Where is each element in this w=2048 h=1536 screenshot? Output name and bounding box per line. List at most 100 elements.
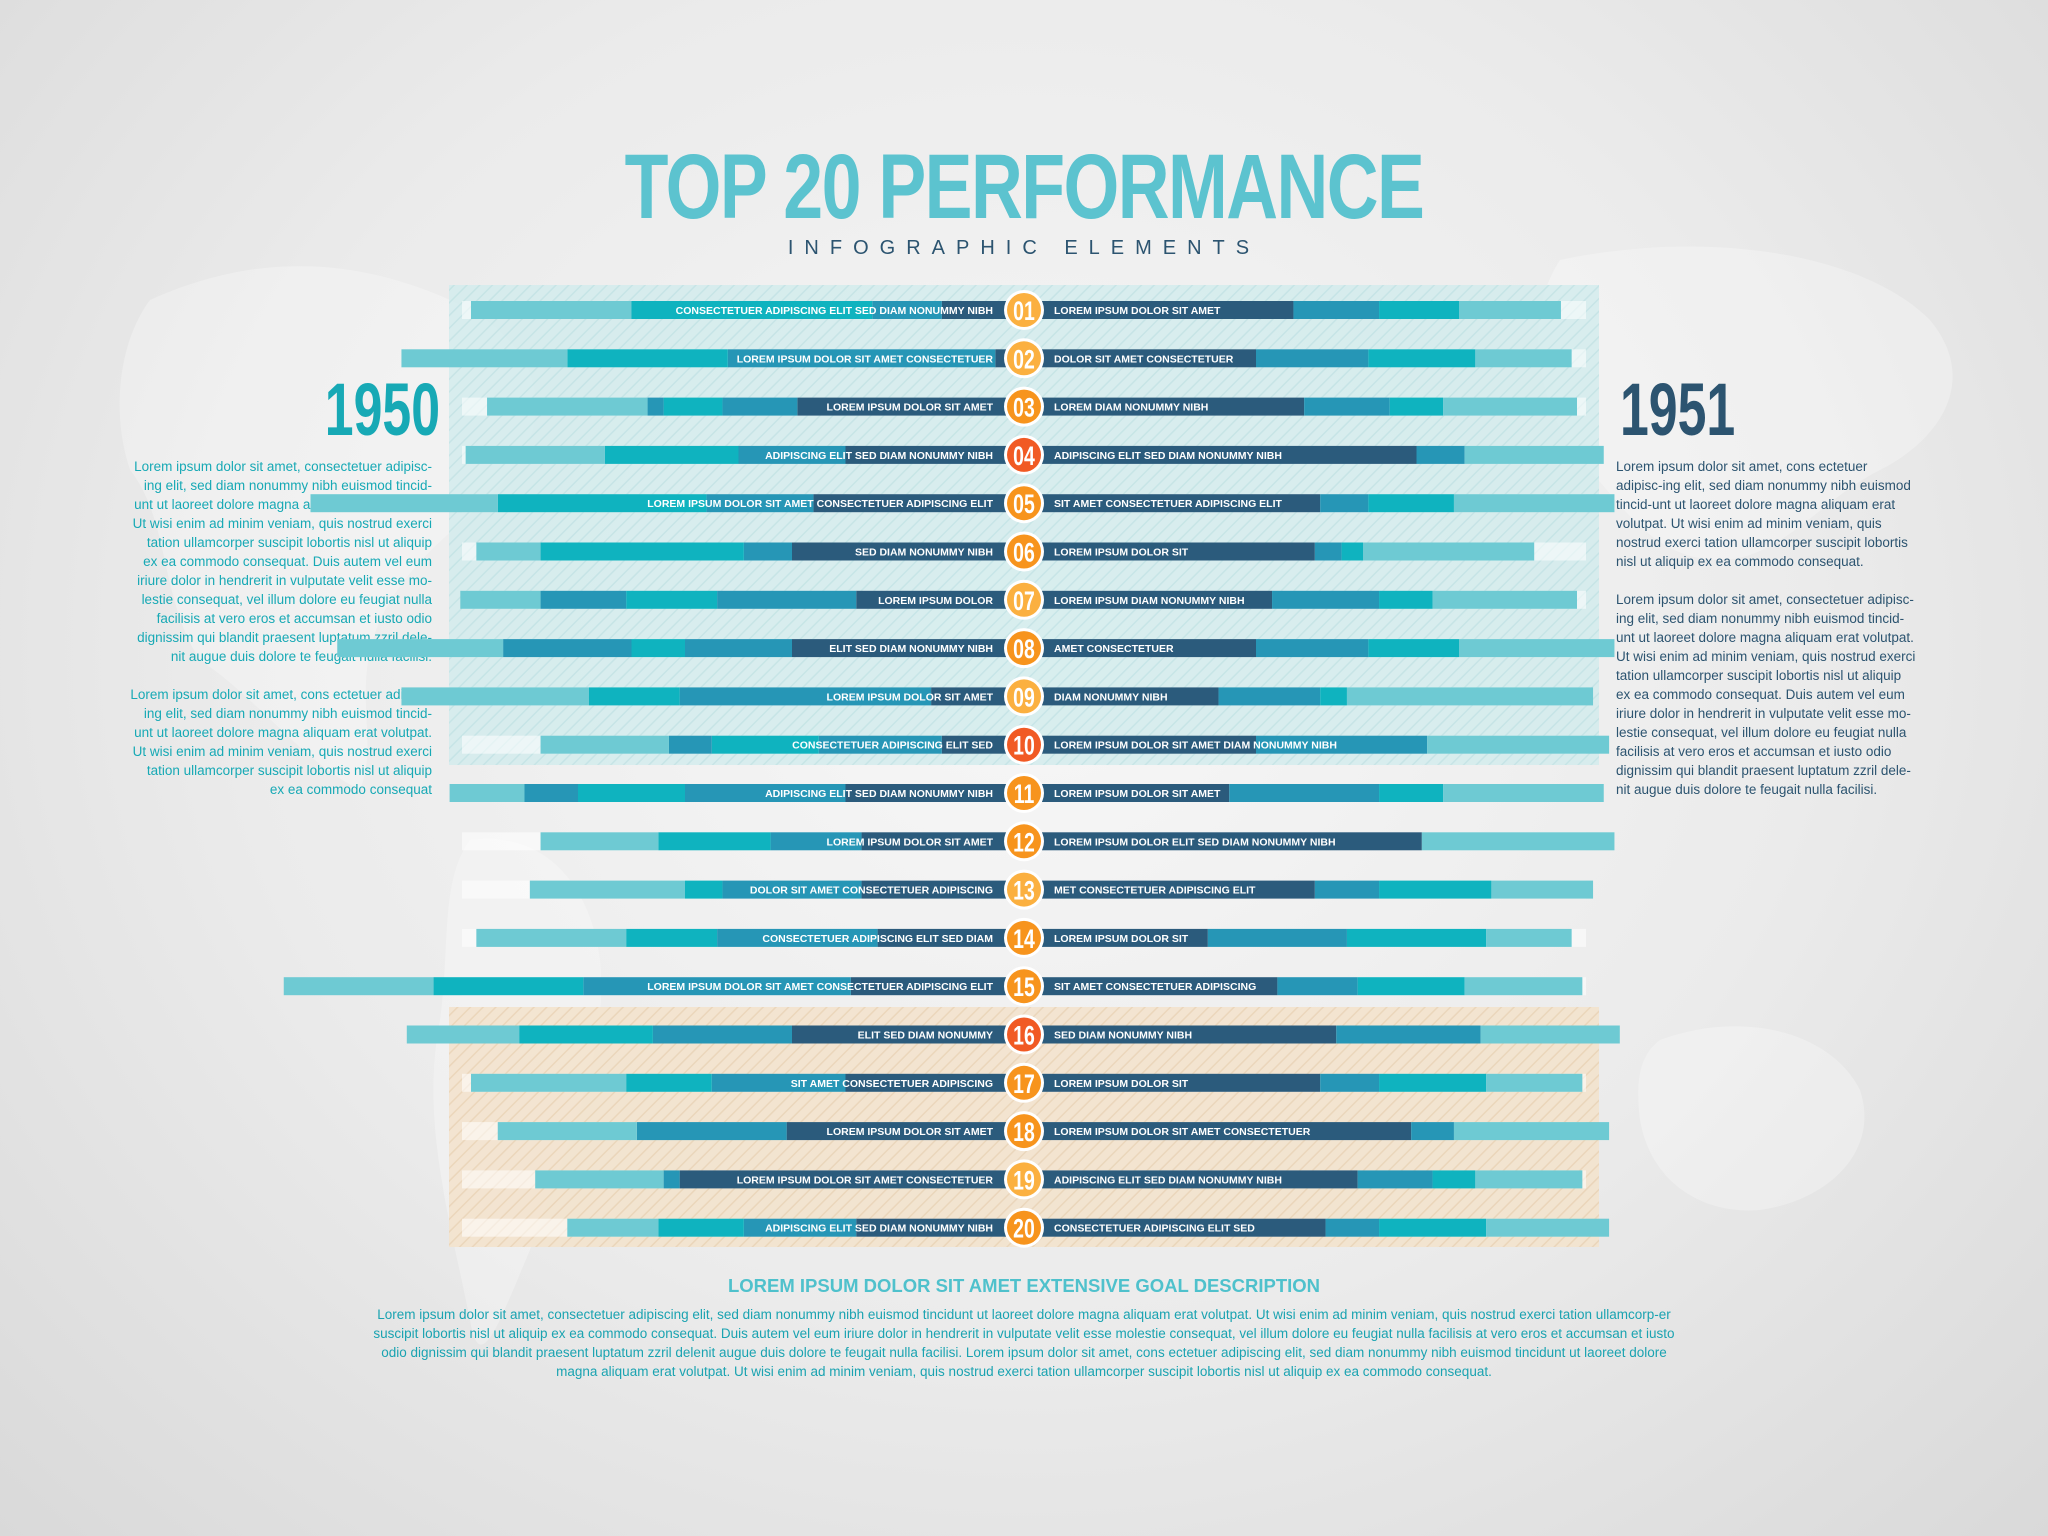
right-bar-segment — [1042, 349, 1256, 368]
left-bar-segment — [631, 639, 685, 658]
left-bar-segment — [626, 928, 718, 947]
right-bar-segment — [1336, 1025, 1481, 1044]
left-bar-segment — [845, 1073, 1006, 1092]
right-paragraph-2: Lorem ipsum dolor sit amet, consectetuer… — [1616, 592, 1916, 797]
left-bar-segment — [792, 639, 1006, 658]
right-bar-label: ADIPISCING ELIT SED DIAM NONUMMY NIBH — [1054, 1174, 1282, 1186]
left-bar-segment — [476, 542, 541, 561]
right-bar-segment — [1304, 397, 1390, 416]
chart-row-18: LOREM IPSUM DOLOR SIT AMET LOREM IPSUM DO… — [462, 1111, 1610, 1152]
left-bar-segment — [856, 1218, 1006, 1237]
rank-badge — [1007, 920, 1041, 955]
chart-row-07: LOREM IPSUM DOLOR LOREM IPSUM DIAM NONUMM… — [460, 579, 1586, 620]
chart-row-08: ELIT SED DIAM NONUMMY NIBH AMET CONSECTET… — [337, 628, 1615, 669]
right-bar-segment — [1320, 1073, 1380, 1092]
left-bar-segment — [487, 397, 648, 416]
left-bar-segment — [743, 542, 792, 561]
right-bar-segment — [1207, 928, 1347, 947]
rank-number: 20 — [1013, 1214, 1035, 1244]
right-bar-segment — [1346, 687, 1594, 706]
chart-row-17: SIT AMET CONSECTETUER ADIPISCING LOREM IP… — [462, 1062, 1586, 1103]
chart-row-16: ELIT SED DIAM NONUMMY SED DIAM NONUMMY NI… — [406, 1014, 1620, 1055]
left-bar-segment — [497, 494, 707, 513]
right-year-heading: 1951 — [1620, 368, 1736, 451]
left-bar-label: CONSECTETUER ADIPISCING ELIT SED DIAM — [762, 933, 993, 945]
right-bar-segment — [1042, 590, 1273, 609]
left-bar-segment — [519, 1025, 653, 1044]
left-bar-segment — [663, 397, 723, 416]
right-bar-segment — [1272, 590, 1380, 609]
left-bar-segment — [401, 687, 589, 706]
right-bar-segment — [1346, 928, 1487, 947]
left-bar-segment — [476, 928, 627, 947]
right-bar-segment — [1256, 349, 1369, 368]
rank-number: 13 — [1013, 875, 1035, 905]
page-subtitle: INFOGRAPHIC ELEMENTS — [787, 237, 1261, 259]
rank-badge — [1007, 582, 1041, 617]
chart-row-11: ADIPISCING ELIT SED DIAM NONUMMY NIBH LOR… — [449, 773, 1604, 813]
right-bar-segment — [1389, 397, 1444, 416]
left-bar-segment — [679, 687, 932, 706]
chart-row-20: ADIPISCING ELIT SED DIAM NONUMMY NIBH CON… — [462, 1207, 1610, 1248]
left-bar-segment — [658, 1218, 744, 1237]
left-bar-segment — [540, 735, 669, 754]
right-bar-segment — [1475, 1170, 1583, 1189]
left-bar-label: LOREM IPSUM DOLOR SIT AMET CONSECTETUER … — [647, 981, 993, 993]
right-bar-segment — [1416, 445, 1465, 464]
left-bar-segment — [770, 832, 862, 851]
right-bar-segment — [1357, 1170, 1433, 1189]
left-bar-segment — [583, 977, 851, 996]
left-bar-segment — [460, 590, 541, 609]
left-bar-label: LOREM IPSUM DOLOR SIT AMET — [827, 691, 994, 703]
right-bar-label: AMET CONSECTETUER — [1054, 643, 1174, 655]
right-bar-segment — [1320, 494, 1369, 513]
rank-number: 05 — [1013, 489, 1035, 519]
rank-number: 12 — [1013, 827, 1035, 857]
left-bar-segment — [433, 977, 584, 996]
right-bar-segment — [1421, 832, 1615, 851]
left-bar-segment — [679, 1170, 1006, 1189]
right-bar-segment — [1459, 301, 1561, 319]
left-bar-segment — [845, 784, 1006, 802]
right-bar-segment — [1453, 1122, 1610, 1141]
right-bar-segment — [1357, 977, 1465, 996]
left-bar-segment — [631, 301, 873, 319]
goal-title: LOREM IPSUM DOLOR SIT AMET EXTENSIVE GOA… — [727, 1275, 1321, 1296]
left-paragraph-2: Lorem ipsum dolor sit amet, cons ectetue… — [130, 687, 432, 797]
right-bar-label: SIT AMET CONSECTETUER ADIPISCING — [1054, 981, 1256, 993]
rank-number: 08 — [1013, 634, 1035, 664]
right-bar-segment — [1042, 1170, 1358, 1189]
left-bar-label: LOREM IPSUM DOLOR SIT AMET CONSECTETUER — [737, 353, 994, 365]
left-bar-label: SIT AMET CONSECTETUER ADIPISCING — [791, 1078, 993, 1090]
right-bar-segment — [1368, 639, 1460, 658]
rank-number: 04 — [1013, 441, 1035, 471]
right-bar-segment — [1491, 880, 1594, 899]
rank-number: 10 — [1013, 731, 1035, 761]
right-bar-segment — [1475, 349, 1572, 368]
right-bar-segment — [1480, 1025, 1620, 1044]
goal-description: Lorem ipsum dolor sit amet, consectetuer… — [373, 1307, 1675, 1379]
right-bar-label: DOLOR SIT AMET CONSECTETUER — [1054, 353, 1234, 365]
right-bar-segment — [1256, 735, 1428, 754]
right-bar-segment — [1042, 1025, 1337, 1044]
rank-number: 11 — [1014, 779, 1035, 809]
left-bar-segment — [658, 832, 771, 851]
left-bar-segment — [406, 1025, 520, 1044]
rank-badge — [1007, 1210, 1041, 1245]
right-bar-segment — [1042, 494, 1321, 513]
left-bar-segment — [401, 349, 568, 368]
left-bar-segment — [535, 1170, 664, 1189]
left-bar-label: LOREM IPSUM DOLOR SIT AMET — [827, 1126, 994, 1138]
right-bar-segment — [1443, 784, 1604, 802]
right-bar-segment — [1042, 784, 1230, 802]
rank-badge — [1007, 631, 1041, 666]
rank-number: 01 — [1013, 296, 1035, 326]
right-bar-segment — [1042, 832, 1422, 851]
left-bar-label: LOREM IPSUM DOLOR SIT AMET CONSECTETUER … — [647, 498, 993, 510]
right-bar-segment — [1432, 1170, 1476, 1189]
right-bar-label: SED DIAM NONUMMY NIBH — [1054, 1030, 1192, 1042]
rank-number: 17 — [1013, 1069, 1035, 1099]
right-bar-segment — [1042, 397, 1305, 416]
left-bar-label: LOREM IPSUM DOLOR SIT AMET CONSECTETUER — [737, 1174, 994, 1186]
left-bar-segment — [856, 590, 1006, 609]
